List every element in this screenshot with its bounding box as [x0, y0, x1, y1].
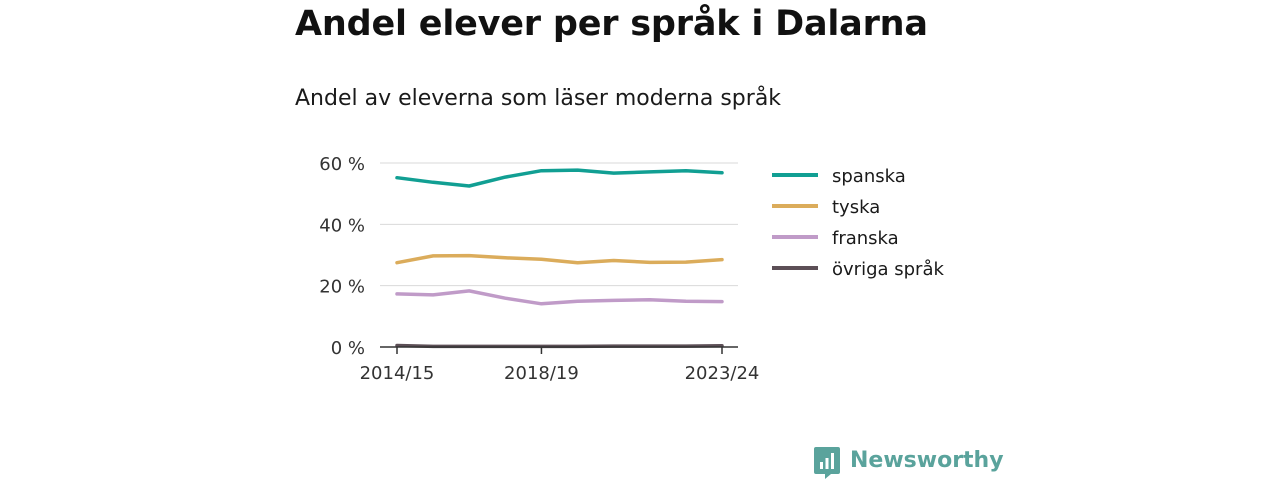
legend-label: övriga språk [832, 259, 944, 280]
series-line-franska [395, 289, 724, 306]
x-tick-label: 2023/24 [685, 363, 760, 384]
y-tick-label: 20 % [319, 277, 365, 298]
newsworthy-logo-icon [814, 447, 840, 479]
y-tick-label: 0 % [331, 338, 365, 359]
y-tick-label: 40 % [319, 215, 365, 236]
brand-name: Newsworthy [850, 448, 1004, 473]
x-tick-label: 2014/15 [360, 363, 435, 384]
series-line-spanska [395, 168, 724, 188]
chart-subtitle: Andel av eleverna som läser moderna språ… [295, 86, 782, 111]
series-line-tyska [395, 253, 724, 265]
legend-label: tyska [832, 197, 880, 218]
y-tick-label: 60 % [319, 154, 365, 175]
legend-label: franska [832, 228, 899, 249]
brand-logo: Newsworthy [813, 446, 1004, 480]
x-tick-label: 2018/19 [504, 363, 579, 384]
legend-label: spanska [832, 166, 906, 187]
chart-title: Andel elever per språk i Dalarna [295, 4, 928, 44]
line-chart: 0 % 20 % 40 % 60 % 2014/15 2018/19 2023/24 span… [319, 154, 944, 384]
